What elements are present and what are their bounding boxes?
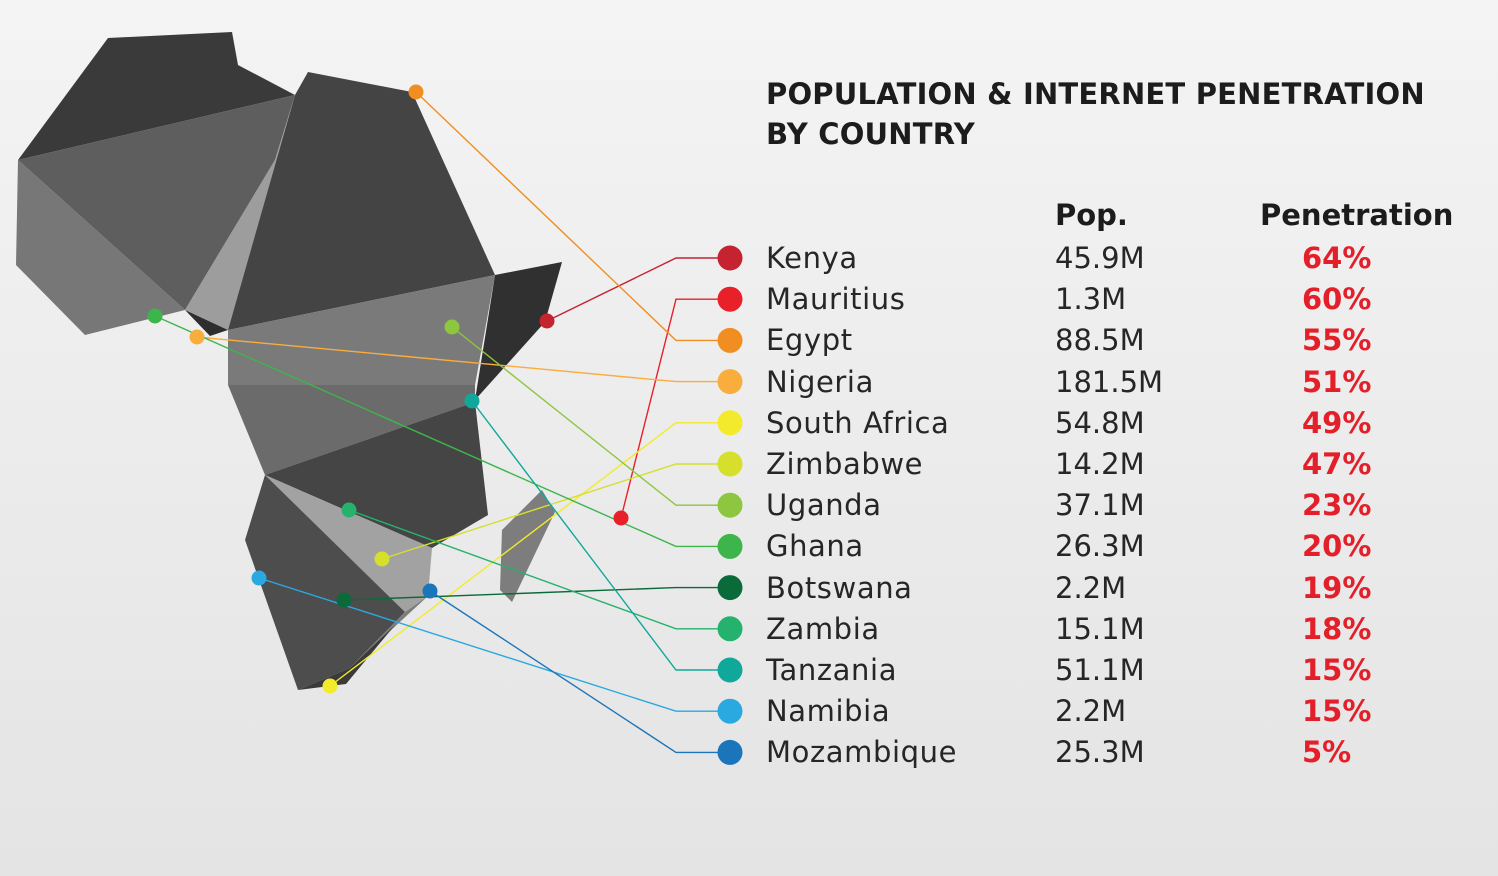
country-penetration: 18%: [1302, 611, 1372, 646]
leader-line: [343, 586, 730, 601]
country-penetration: 5%: [1302, 735, 1352, 770]
map-polygon: [245, 475, 405, 690]
country-penetration: 19%: [1302, 570, 1372, 605]
map-polygon: [18, 95, 295, 310]
leader-line: [620, 298, 730, 519]
map-polygon: [228, 385, 475, 475]
country-name: Ghana: [766, 529, 864, 564]
map-marker-dot: [322, 678, 338, 694]
country-penetration: 20%: [1302, 529, 1372, 564]
map-polygon: [185, 95, 295, 330]
leader-line: [348, 509, 730, 630]
country-name: Egypt: [766, 323, 853, 358]
map-markers: [147, 84, 743, 765]
country-pop: 15.1M: [1055, 611, 1145, 646]
country-pop: 37.1M: [1055, 488, 1145, 523]
legend-dot: [717, 575, 743, 601]
country-name: Tanzania: [766, 653, 898, 687]
country-name: Botswana: [766, 570, 913, 605]
leader-line: [471, 400, 730, 671]
penetration-column-header: Penetration: [1260, 198, 1454, 232]
country-pop: 45.9M: [1055, 241, 1145, 275]
country-pop: 88.5M: [1055, 323, 1145, 358]
leader-line: [196, 336, 730, 383]
map-polygon: [500, 490, 555, 602]
country-pop: 2.2M: [1055, 570, 1127, 605]
country-name: South Africa: [766, 405, 950, 440]
map-marker-dot: [374, 551, 390, 567]
legend-dot: [717, 533, 743, 559]
map-polygon: [16, 160, 185, 335]
chart-title: POPULATION & INTERNET PENETRATION BY COU…: [766, 74, 1486, 154]
legend-dot: [717, 410, 743, 436]
country-penetration: 15%: [1302, 694, 1372, 729]
map-polygon: [265, 475, 432, 612]
map-marker-dot: [422, 583, 438, 599]
leader-line: [415, 91, 730, 342]
map-marker-dot: [444, 319, 460, 335]
country-name: Mauritius: [766, 282, 906, 317]
map-marker-dot: [613, 510, 629, 526]
country-name: Kenya: [766, 241, 858, 275]
leader-lines: [154, 91, 730, 754]
legend-dot: [717, 369, 743, 395]
legend-dot: [717, 286, 743, 312]
country-penetration: 51%: [1302, 364, 1372, 399]
leader-line: [381, 463, 730, 560]
country-penetration: 64%: [1302, 241, 1372, 275]
map-marker-dot: [147, 308, 163, 324]
map-polygon: [298, 625, 395, 690]
country-penetration: 15%: [1302, 653, 1372, 687]
legend-dot: [717, 698, 743, 724]
legend-dot: [717, 451, 743, 477]
country-pop: 2.2M: [1055, 694, 1127, 729]
pop-column-header: Pop.: [1055, 198, 1128, 232]
country-penetration: 23%: [1302, 488, 1372, 523]
map-marker-dot: [539, 313, 555, 329]
country-penetration: 49%: [1302, 405, 1372, 440]
map-marker-dot: [341, 502, 357, 518]
map-marker-dot: [464, 393, 480, 409]
map-polygon: [185, 310, 228, 336]
leader-line: [258, 577, 730, 712]
leader-line: [451, 326, 730, 506]
country-name: Zimbabwe: [766, 447, 924, 481]
leader-line: [154, 315, 730, 548]
africa-map: [16, 32, 562, 690]
map-polygon: [18, 32, 295, 160]
country-pop: 25.3M: [1055, 735, 1145, 770]
map-marker-dot: [408, 84, 424, 100]
legend-dot: [717, 657, 743, 683]
legend-dot: [717, 245, 743, 271]
country-name: Nigeria: [766, 364, 874, 399]
map-marker-dot: [189, 329, 205, 345]
chart-title-line-2: BY COUNTRY: [766, 117, 975, 151]
country-pop: 1.3M: [1055, 282, 1127, 317]
map-polygon: [228, 275, 495, 385]
country-name: Namibia: [766, 694, 891, 729]
leader-line: [546, 257, 730, 322]
legend-dot: [717, 492, 743, 518]
chart-title-line-1: POPULATION & INTERNET PENETRATION: [766, 77, 1425, 111]
country-pop: 14.2M: [1055, 447, 1145, 481]
country-pop: 51.1M: [1055, 653, 1145, 687]
leader-line: [329, 422, 730, 687]
map-marker-dot: [336, 592, 352, 608]
map-polygon: [228, 72, 495, 330]
legend-dot: [717, 616, 743, 642]
legend-dot: [717, 739, 743, 765]
leader-line: [429, 590, 730, 754]
country-pop: 26.3M: [1055, 529, 1145, 564]
country-penetration: 60%: [1302, 282, 1372, 317]
legend-dot: [717, 327, 743, 353]
country-penetration: 47%: [1302, 447, 1372, 481]
country-name: Uganda: [766, 488, 882, 523]
country-pop: 54.8M: [1055, 405, 1145, 440]
country-pop: 181.5M: [1055, 364, 1164, 399]
country-penetration: 55%: [1302, 323, 1372, 358]
map-marker-dot: [251, 570, 267, 586]
country-name: Mozambique: [766, 735, 958, 770]
country-name: Zambia: [766, 611, 880, 646]
